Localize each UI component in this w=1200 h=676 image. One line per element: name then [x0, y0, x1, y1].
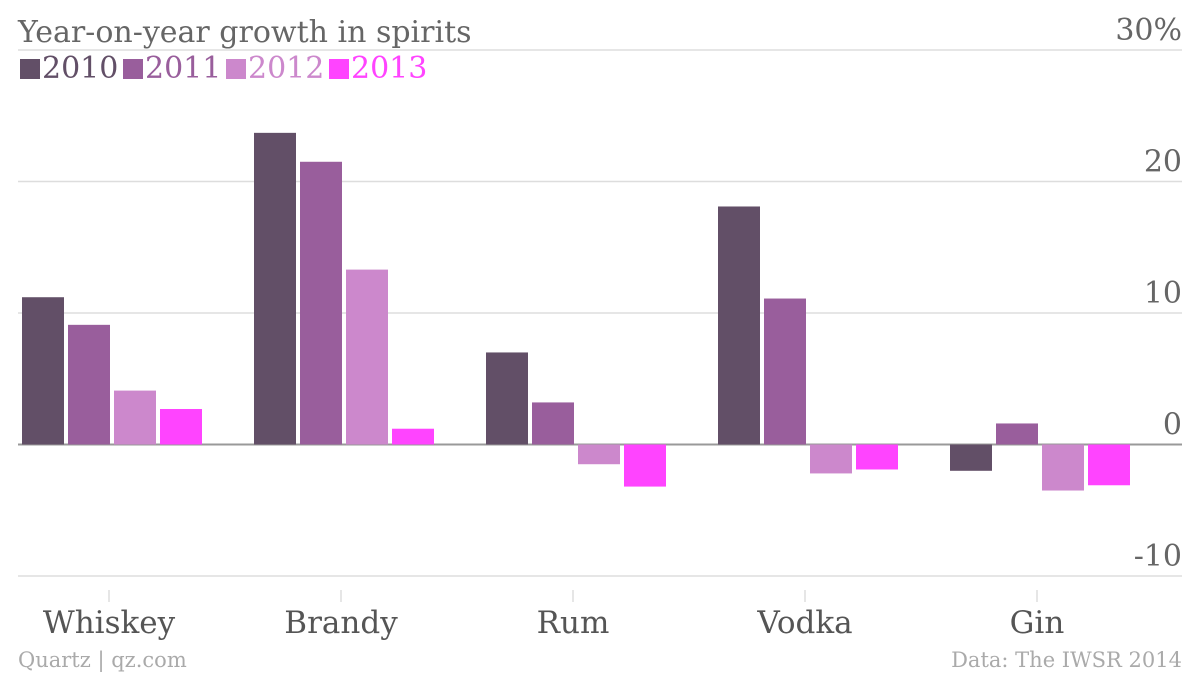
- bar-brandy-2010: [254, 132, 296, 445]
- bar-rum-2013: [624, 444, 666, 487]
- source-credit: Quartz | qz.com: [18, 648, 187, 673]
- bar-whiskey-2010: [22, 297, 64, 445]
- bar-rum-2011: [532, 402, 574, 445]
- bar-vodka-2012: [810, 444, 852, 474]
- category-label-vodka: Vodka: [756, 605, 852, 641]
- x-axis-categories: Whiskey Brandy Rum Vodka Gin: [43, 590, 1064, 641]
- bar-brandy-2012: [346, 269, 388, 445]
- y-tick-label: -10: [1134, 539, 1182, 574]
- category-label-brandy: Brandy: [284, 605, 398, 641]
- bar-gin-2011: [996, 423, 1038, 445]
- bar-gin-2010: [950, 444, 992, 471]
- category-label-gin: Gin: [1010, 605, 1065, 641]
- legend: 2010 2011 2012 2013: [20, 51, 427, 86]
- legend-item-2011: 2011: [123, 51, 221, 86]
- y-tick-label: 0: [1163, 408, 1182, 443]
- bar-vodka-2013: [856, 444, 898, 470]
- bar-rum-2012: [578, 444, 620, 465]
- bar-brandy-2011: [300, 161, 342, 445]
- legend-item-2012: 2012: [226, 51, 324, 86]
- legend-swatch: [329, 59, 349, 79]
- legend-swatch: [226, 59, 246, 79]
- bar-whiskey-2011: [68, 324, 110, 445]
- legend-swatch: [20, 59, 40, 79]
- legend-label: 2010: [42, 51, 118, 86]
- y-tick-label: 30%: [1115, 13, 1182, 48]
- legend-label: 2012: [248, 51, 324, 86]
- legend-swatch: [123, 59, 143, 79]
- bar-vodka-2010: [718, 206, 760, 445]
- bar-gin-2013: [1088, 444, 1130, 486]
- y-tick-label: 10: [1144, 276, 1182, 311]
- chart-title: Year-on-year growth in spirits: [17, 15, 472, 50]
- category-label-rum: Rum: [537, 605, 610, 641]
- bar-whiskey-2013: [160, 408, 202, 445]
- legend-item-2010: 2010: [20, 51, 118, 86]
- legend-label: 2011: [145, 51, 221, 86]
- legend-label: 2013: [351, 51, 427, 86]
- bar-gin-2012: [1042, 444, 1084, 491]
- data-source: Data: The IWSR 2014: [951, 648, 1182, 672]
- bars: [22, 132, 1130, 491]
- category-label-whiskey: Whiskey: [43, 605, 176, 641]
- legend-item-2013: 2013: [329, 51, 427, 86]
- bar-vodka-2011: [764, 298, 806, 445]
- y-tick-label: 20: [1144, 145, 1182, 180]
- bar-whiskey-2012: [114, 390, 156, 445]
- bar-rum-2010: [486, 352, 528, 445]
- bar-brandy-2013: [392, 428, 434, 445]
- y-axis-ticks: 30% 20 10 0 -10: [1115, 13, 1182, 574]
- gridlines: [18, 49, 1182, 577]
